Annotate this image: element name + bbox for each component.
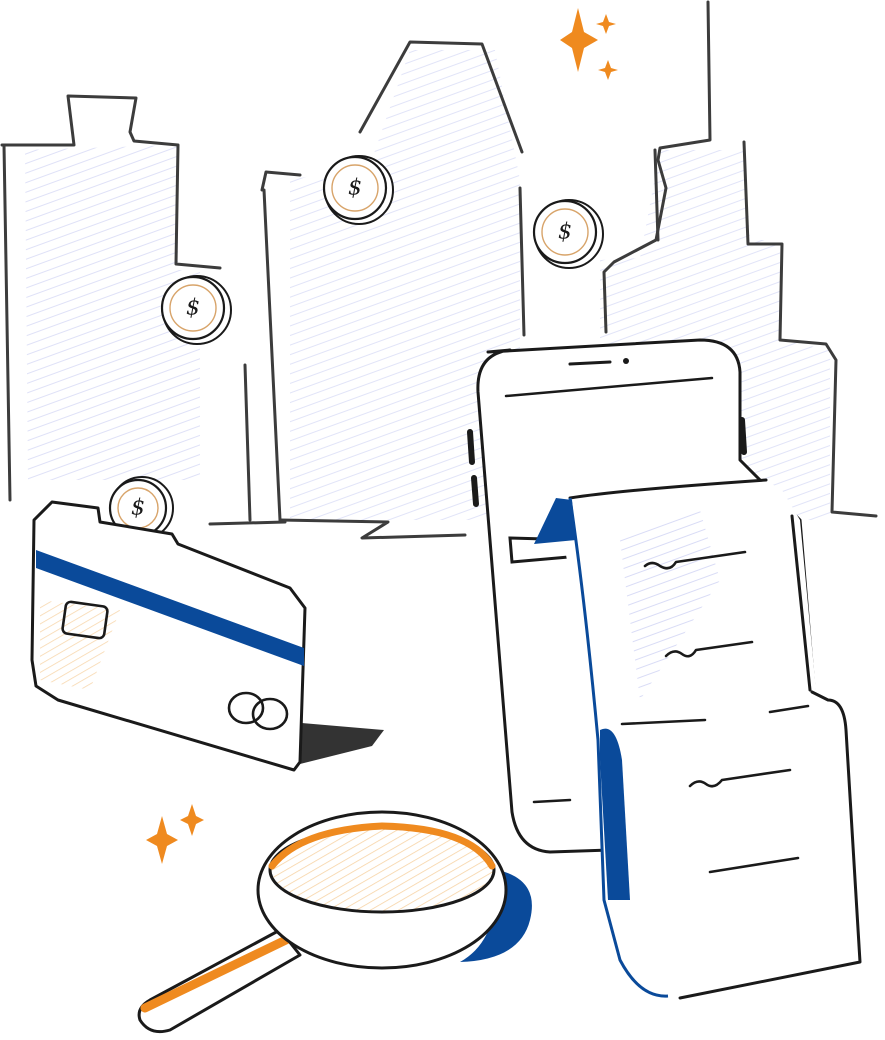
coin-symbol: $: [131, 496, 145, 521]
coin-icon: $: [108, 476, 174, 540]
coin-icon: $: [322, 155, 394, 225]
skyline: [0, 0, 878, 540]
coin-symbol: $: [186, 296, 200, 321]
coin-symbol: $: [348, 176, 362, 201]
credit-card-icon: $: [30, 476, 384, 772]
sparkle-icon: [560, 8, 618, 80]
building-icon: [243, 40, 526, 540]
coin-icon: $: [532, 199, 604, 269]
magnifying-glass-icon: [137, 810, 532, 1034]
building-icon: [0, 94, 287, 526]
coin-icon: $: [160, 275, 232, 345]
sparkle-icon: [146, 804, 204, 864]
coin-symbol: $: [558, 220, 572, 245]
receipt-icon: [534, 478, 862, 1000]
